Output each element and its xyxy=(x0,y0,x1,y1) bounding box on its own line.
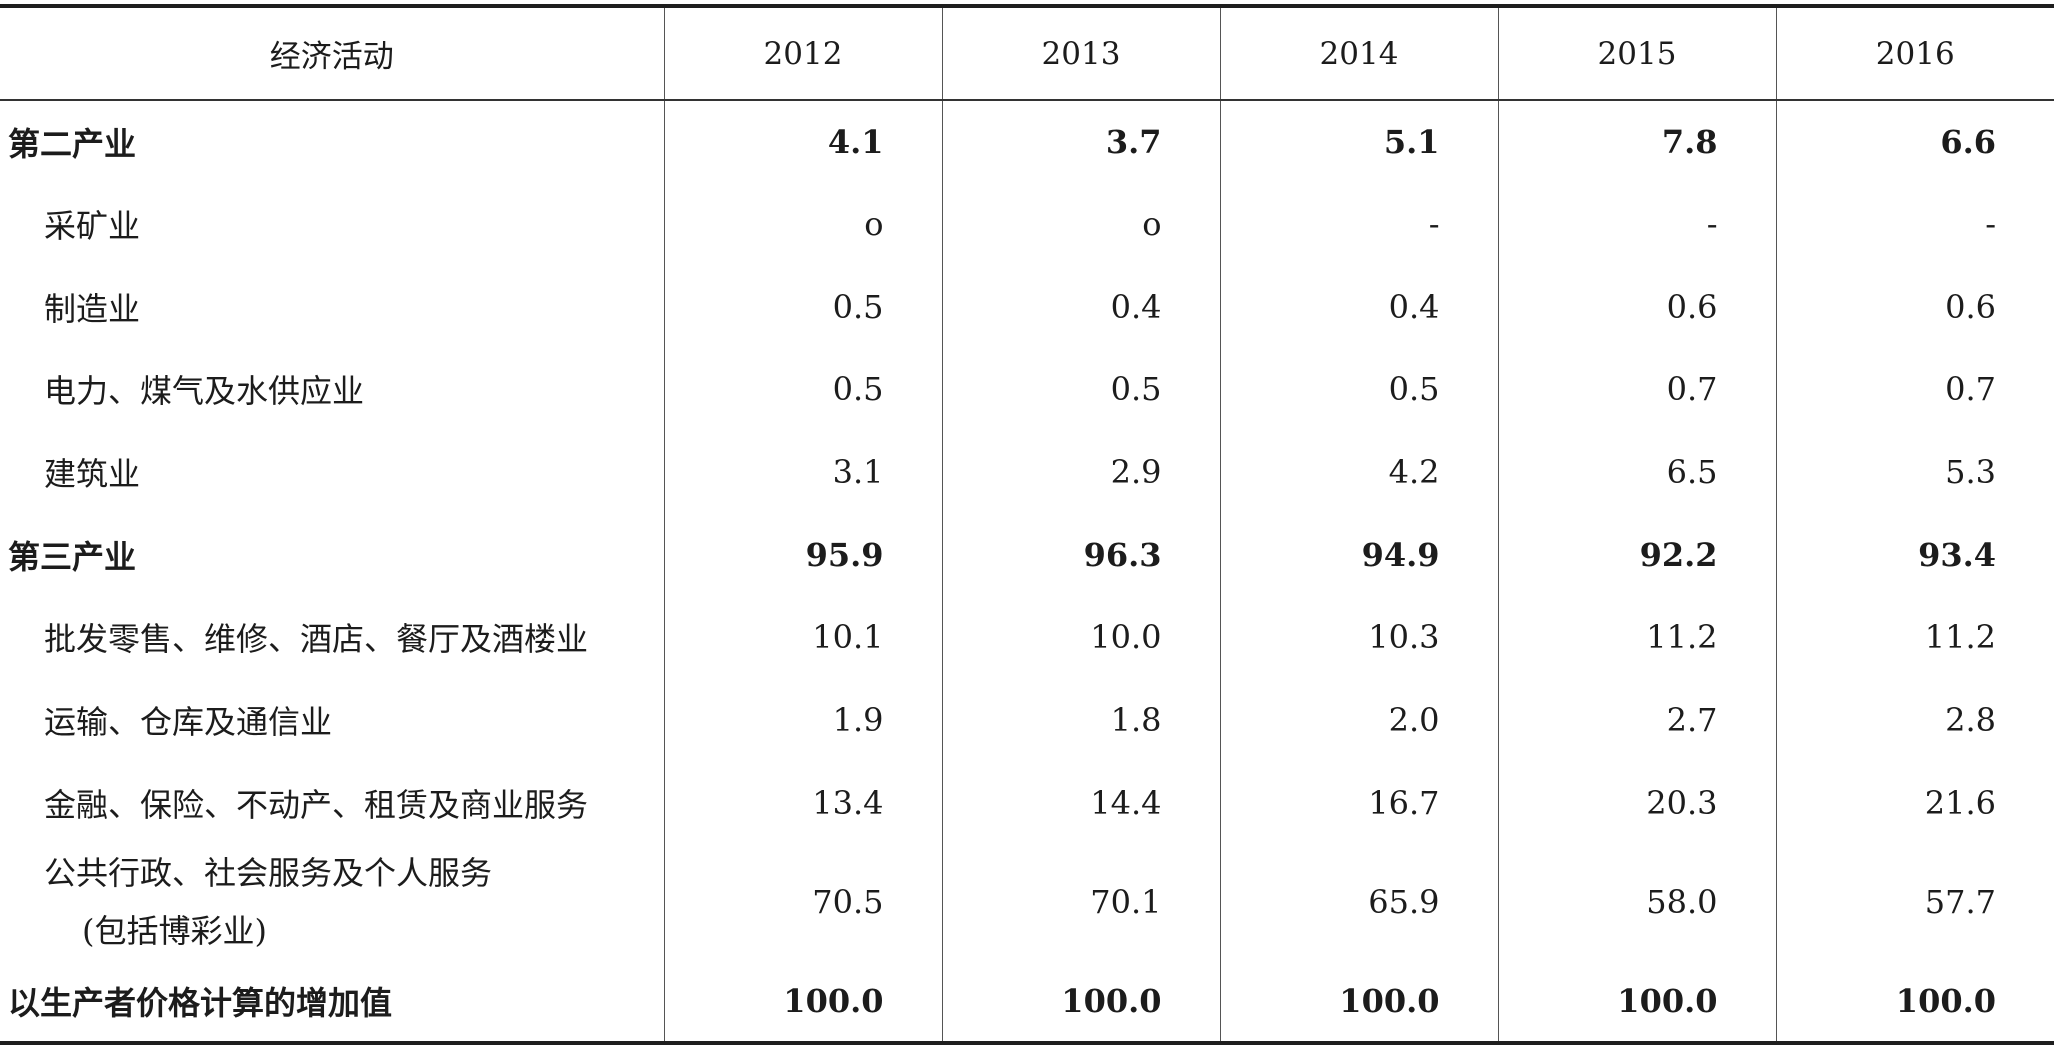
cell-value: 0.7 xyxy=(1497,348,1776,431)
cell-value: 3.7 xyxy=(941,100,1220,183)
cell-value: 0.6 xyxy=(1775,265,2054,349)
table-row: 采矿业 o o - - - xyxy=(0,182,2054,266)
cell-value: 1.8 xyxy=(941,678,1220,762)
header-year-2014: 2014 xyxy=(1219,4,1498,101)
header-activity: 经济活动 xyxy=(0,4,664,101)
cell-value: 100.0 xyxy=(1775,960,2054,1045)
cell-value: 65.9 xyxy=(1219,844,1498,961)
cell-value: 10.0 xyxy=(941,596,1220,679)
cell-value: 10.3 xyxy=(1219,596,1498,679)
row-label: 制造业 xyxy=(44,289,141,328)
row-label: 建筑业 xyxy=(44,455,141,494)
cell-value: 100.0 xyxy=(1219,960,1498,1045)
table-row: 金融、保险、不动产、租赁及商业服务 13.4 14.4 16.7 20.3 21… xyxy=(0,761,2054,845)
cell-value: 92.2 xyxy=(1497,513,1776,597)
row-label-line1: 公共行政、社会服务及个人服务 xyxy=(44,854,493,893)
cell-value: 2.9 xyxy=(941,430,1220,514)
header-year-2015: 2015 xyxy=(1497,4,1776,101)
table-row: 批发零售、维修、酒店、餐厅及酒楼业 10.1 10.0 10.3 11.2 11… xyxy=(0,596,2054,679)
row-label: 电力、煤气及水供应业 xyxy=(44,372,365,411)
table-row: 电力、煤气及水供应业 0.5 0.5 0.5 0.7 0.7 xyxy=(0,348,2054,431)
table-row: 运输、仓库及通信业 1.9 1.8 2.0 2.7 2.8 xyxy=(0,678,2054,762)
row-label: 运输、仓库及通信业 xyxy=(44,703,333,742)
cell-value: 2.7 xyxy=(1497,678,1776,762)
cell-value: 14.4 xyxy=(941,761,1220,845)
cell-value: 3.1 xyxy=(663,430,942,514)
cell-value: 20.3 xyxy=(1497,761,1776,845)
cell-value: 7.8 xyxy=(1497,100,1776,183)
cell-value: 4.1 xyxy=(663,100,942,183)
table-row: 以生产者价格计算的增加值 100.0 100.0 100.0 100.0 100… xyxy=(0,960,2054,1045)
row-label-line2: (包括博彩业) xyxy=(82,912,267,951)
header-row: 经济活动 2012 2013 2014 2015 2016 xyxy=(0,4,2054,101)
cell-value: 0.6 xyxy=(1497,265,1776,349)
cell-value: 6.6 xyxy=(1775,100,2054,183)
cell-value: o xyxy=(663,182,942,266)
cell-value: 4.2 xyxy=(1219,430,1498,514)
cell-value: 95.9 xyxy=(663,513,942,597)
cell-value: 2.0 xyxy=(1219,678,1498,762)
cell-value: 0.5 xyxy=(1219,348,1498,431)
cell-value: 2.8 xyxy=(1775,678,2054,762)
cell-value: 100.0 xyxy=(1497,960,1776,1045)
cell-value: 0.5 xyxy=(663,265,942,349)
cell-value: 6.5 xyxy=(1497,430,1776,514)
cell-value: 0.7 xyxy=(1775,348,2054,431)
data-table: 经济活动 2012 2013 2014 2015 2016 第二产业 4.1 3… xyxy=(0,4,2054,1045)
table-row: 公共行政、社会服务及个人服务 (包括博彩业) 70.5 70.1 65.9 58… xyxy=(0,844,2054,961)
cell-value: 58.0 xyxy=(1497,844,1776,961)
table-row: 制造业 0.5 0.4 0.4 0.6 0.6 xyxy=(0,265,2054,349)
cell-value: 70.1 xyxy=(941,844,1220,961)
row-label: 第二产业 xyxy=(8,124,137,163)
cell-value: 11.2 xyxy=(1497,596,1776,679)
cell-value: 10.1 xyxy=(663,596,942,679)
cell-value: 0.4 xyxy=(941,265,1220,349)
cell-value: 21.6 xyxy=(1775,761,2054,845)
cell-value: 100.0 xyxy=(941,960,1220,1045)
row-label: 公共行政、社会服务及个人服务 (包括博彩业) xyxy=(0,844,664,960)
row-label-wrap: 公共行政、社会服务及个人服务 (包括博彩业) xyxy=(44,844,492,960)
cell-value: 94.9 xyxy=(1219,513,1498,597)
cell-value: 0.4 xyxy=(1219,265,1498,349)
cell-value: 96.3 xyxy=(941,513,1220,597)
header-year-2013: 2013 xyxy=(941,4,1220,101)
cell-value: 57.7 xyxy=(1775,844,2054,961)
header-year-2016: 2016 xyxy=(1775,4,2054,101)
cell-value: 0.5 xyxy=(663,348,942,431)
cell-value: 5.1 xyxy=(1219,100,1498,183)
cell-value: 5.3 xyxy=(1775,430,2054,514)
row-label: 金融、保险、不动产、租赁及商业服务 xyxy=(44,785,589,824)
table-row: 第二产业 4.1 3.7 5.1 7.8 6.6 xyxy=(0,100,2054,183)
cell-value: - xyxy=(1497,182,1776,266)
row-label: 采矿业 xyxy=(44,207,141,246)
cell-value: 0.5 xyxy=(941,348,1220,431)
cell-value: 1.9 xyxy=(663,678,942,762)
row-label: 以生产者价格计算的增加值 xyxy=(0,960,664,1045)
cell-value: 70.5 xyxy=(663,844,942,961)
cell-value: 93.4 xyxy=(1775,513,2054,597)
cell-value: 13.4 xyxy=(663,761,942,845)
cell-value: o xyxy=(941,182,1220,266)
table-row: 建筑业 3.1 2.9 4.2 6.5 5.3 xyxy=(0,430,2054,514)
cell-value: - xyxy=(1775,182,2054,266)
row-label: 批发零售、维修、酒店、餐厅及酒楼业 xyxy=(44,620,589,659)
cell-value: 100.0 xyxy=(663,960,942,1045)
cell-value: 11.2 xyxy=(1775,596,2054,679)
row-label: 第三产业 xyxy=(8,537,137,576)
cell-value: 16.7 xyxy=(1219,761,1498,845)
cell-value: - xyxy=(1219,182,1498,266)
table-row: 第三产业 95.9 96.3 94.9 92.2 93.4 xyxy=(0,513,2054,597)
header-year-2012: 2012 xyxy=(663,4,942,101)
